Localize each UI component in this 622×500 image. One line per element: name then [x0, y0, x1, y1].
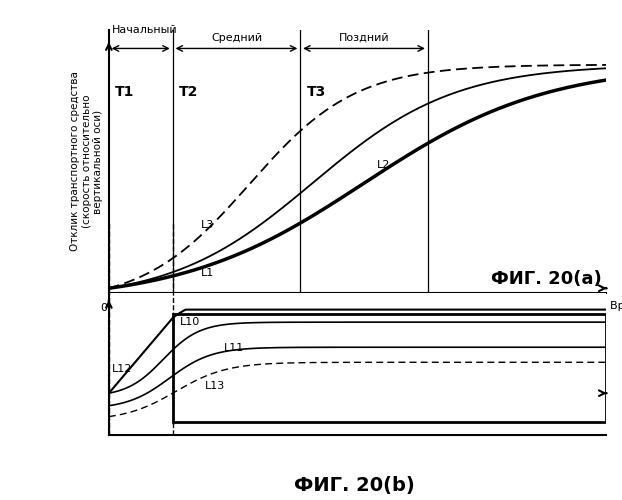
Text: Поздний: Поздний — [339, 32, 389, 42]
Text: L13: L13 — [205, 381, 225, 391]
Text: Начальный: Начальный — [112, 24, 178, 34]
Y-axis label: Отклик транспортного средства
(скорость относительно
вертикальной оси): Отклик транспортного средства (скорость … — [70, 72, 103, 252]
Text: T1: T1 — [115, 86, 134, 100]
Text: ФИГ. 20(a): ФИГ. 20(a) — [491, 270, 601, 287]
Text: L1: L1 — [202, 268, 215, 278]
Text: Время (сек): Время (сек) — [610, 301, 622, 311]
Text: L11: L11 — [224, 344, 244, 353]
Text: T3: T3 — [307, 86, 326, 100]
Text: L3: L3 — [202, 220, 215, 230]
Text: L2: L2 — [377, 160, 390, 170]
Text: L12: L12 — [112, 364, 132, 374]
Text: Средний: Средний — [211, 32, 262, 42]
Text: ФИГ. 20(b): ФИГ. 20(b) — [294, 476, 415, 495]
Bar — [173, 314, 606, 422]
Text: T2: T2 — [179, 86, 198, 100]
Text: L10: L10 — [180, 316, 200, 326]
